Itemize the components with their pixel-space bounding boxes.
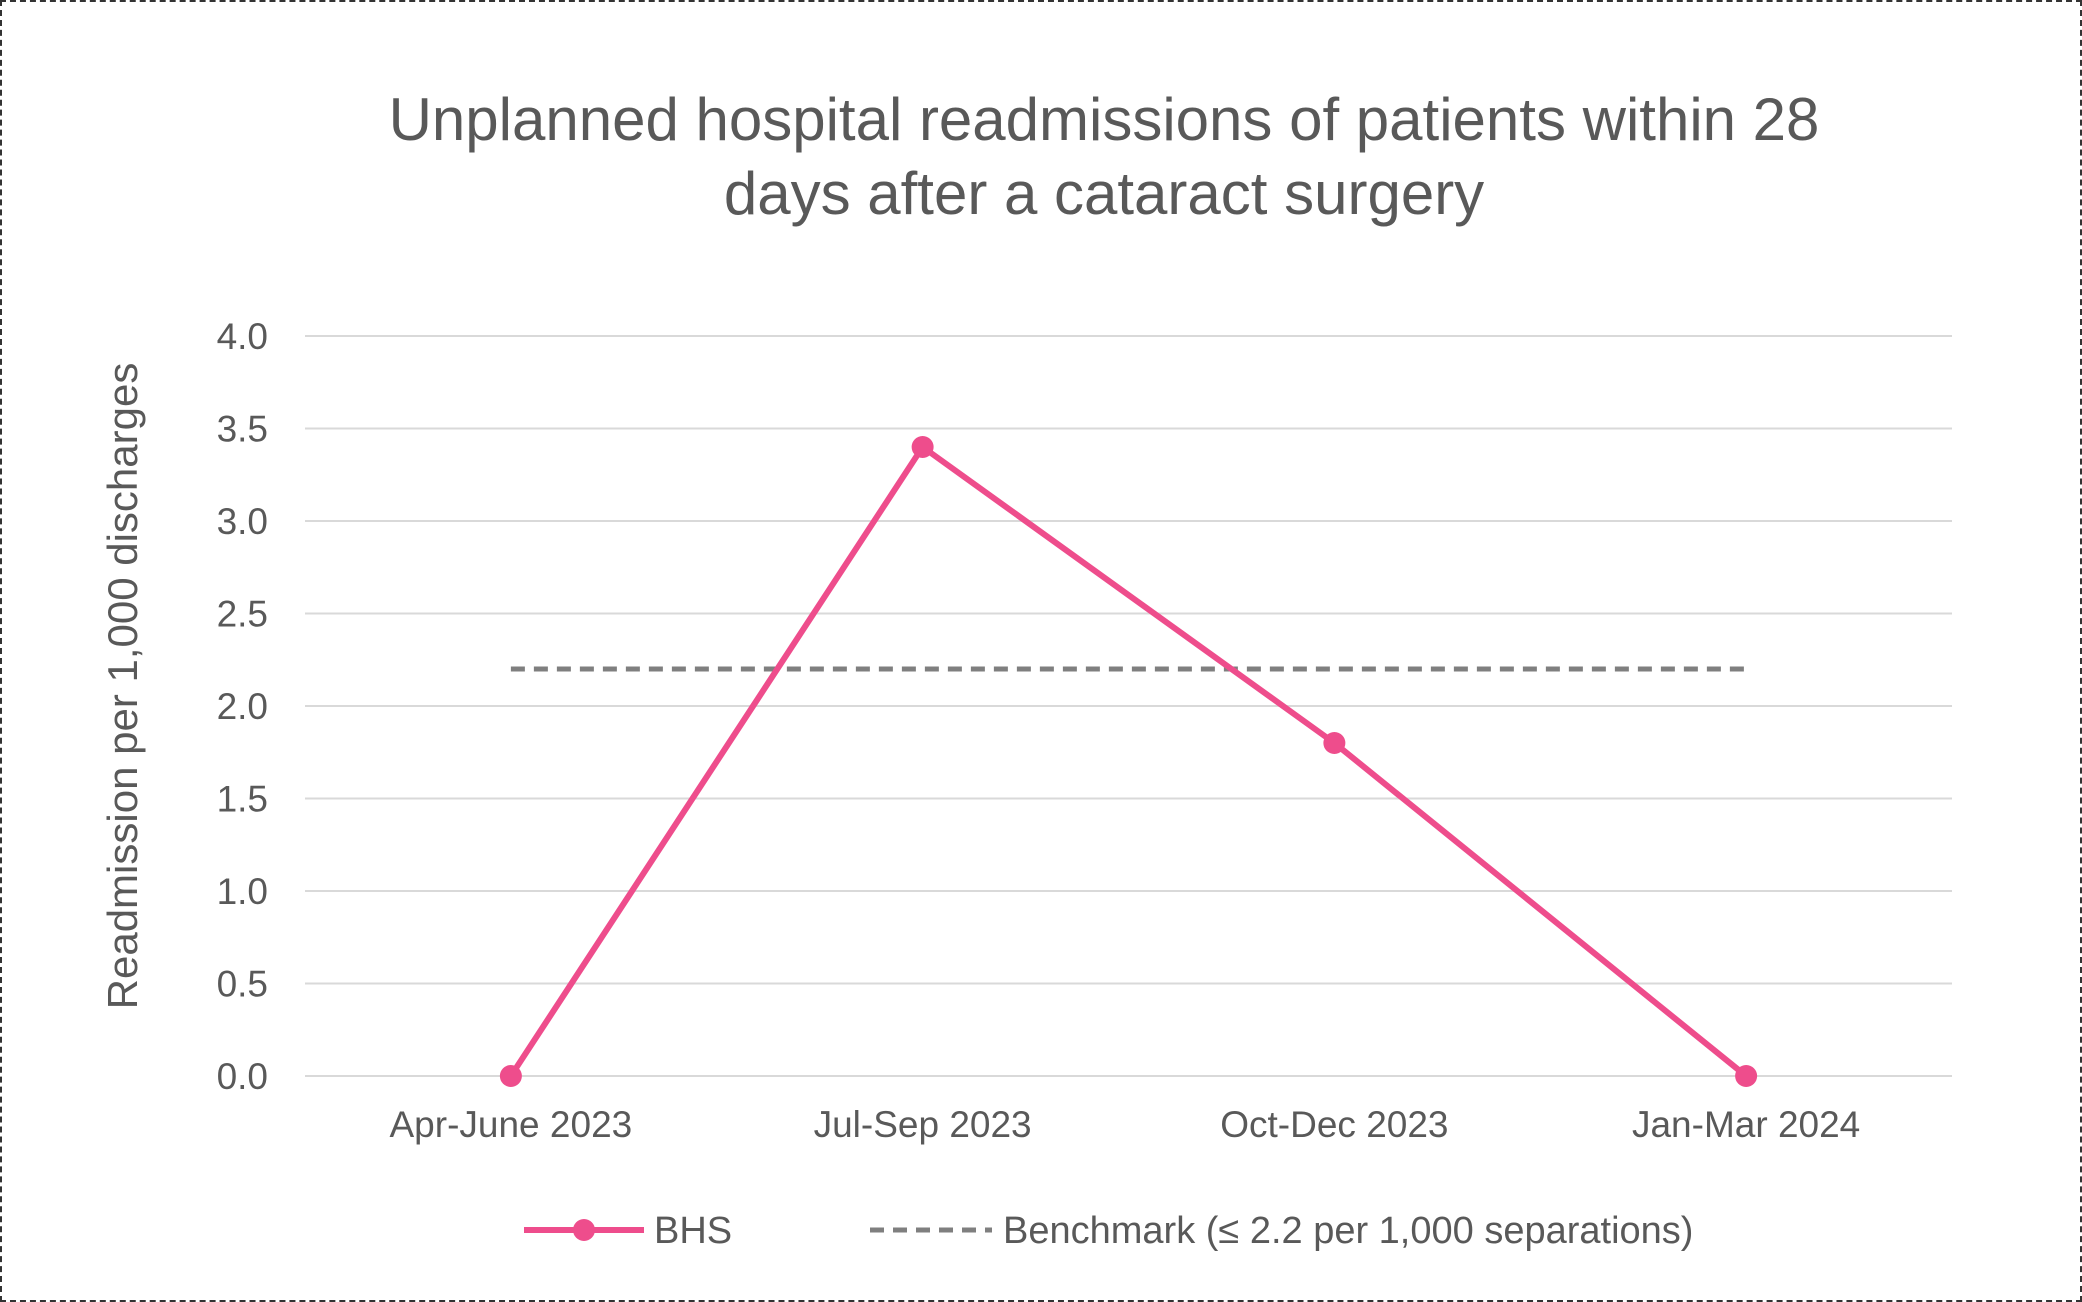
y-tick-label: 2.0 [217, 686, 268, 727]
y-tick-label: 2.5 [217, 594, 268, 635]
series-bhs-point [1323, 732, 1346, 754]
gridlines [305, 335, 1952, 1077]
y-tick-label: 3.5 [217, 409, 268, 450]
series-bhs-point [1735, 1065, 1758, 1087]
x-tick-label: Oct-Dec 2023 [1220, 1104, 1448, 1145]
legend-bhs-label: BHS [654, 1210, 732, 1252]
x-tick-label: Jul-Sep 2023 [814, 1104, 1032, 1145]
series-bhs-line [508, 444, 1749, 1079]
x-tick-label: Jan-Mar 2024 [1632, 1104, 1860, 1145]
chart-title-line-2: days after a cataract surgery [724, 160, 1484, 227]
legend: BHS Benchmark (≤ 2.2 per 1,000 separatio… [524, 1210, 1693, 1252]
legend-bhs-marker [573, 1219, 595, 1241]
x-tick-label: Apr-June 2023 [390, 1104, 633, 1145]
y-axis-label: Readmission per 1,000 discharges [99, 363, 146, 1010]
series-bhs-point [499, 1065, 522, 1087]
legend-benchmark-label: Benchmark (≤ 2.2 per 1,000 separations) [1003, 1210, 1693, 1252]
y-tick-label: 3.0 [217, 501, 268, 542]
y-tick-label: 0.5 [217, 964, 268, 1005]
y-tick-label: 1.5 [217, 779, 268, 820]
chart-title-line-1: Unplanned hospital readmissions of patie… [389, 86, 1820, 153]
x-axis-ticks: Apr-June 2023 Jul-Sep 2023 Oct-Dec 2023 Jan… [390, 1104, 1861, 1145]
series-layer [499, 436, 1758, 1087]
y-tick-label: 4.0 [217, 316, 268, 357]
series-bhs-point [911, 436, 934, 458]
y-tick-label: 0.0 [217, 1056, 268, 1097]
y-axis-ticks: 0.0 0.5 1.0 1.5 2.0 2.5 3.0 3.5 4.0 [217, 316, 268, 1097]
y-tick-label: 1.0 [217, 871, 268, 912]
